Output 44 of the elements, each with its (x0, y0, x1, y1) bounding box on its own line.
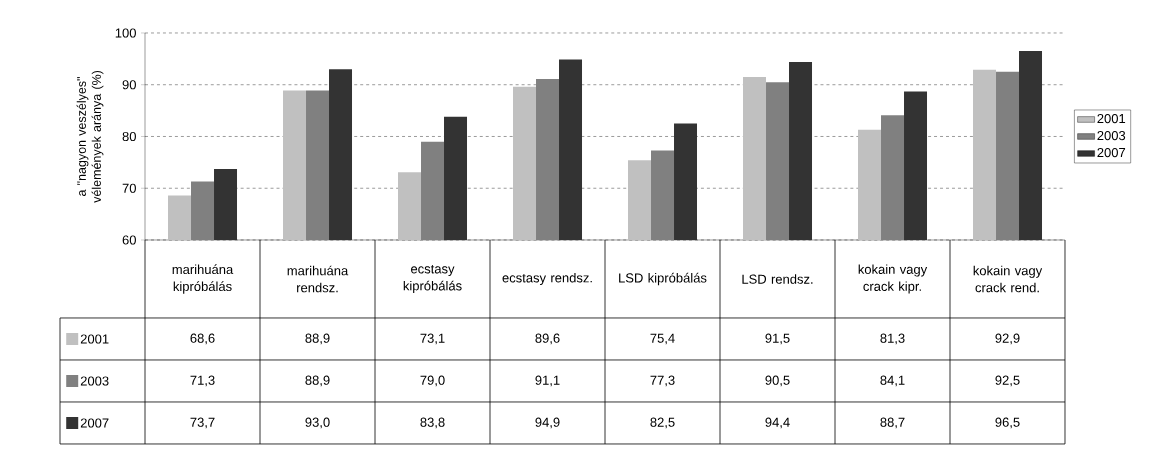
data-label: 94,4 (765, 417, 790, 429)
data-label: 83,8 (420, 417, 445, 429)
data-label: 91,5 (765, 333, 790, 345)
data-label: 82,5 (650, 417, 675, 429)
y-tick-label: 90 (122, 80, 136, 90)
data-label: 88,7 (880, 417, 905, 429)
text: 2001 (80, 334, 109, 344)
data-label: 77,3 (650, 375, 675, 387)
x-tick-label: ecstasy kipróbálás (403, 264, 462, 294)
x-tick-label: kokain vagy crack rend. (973, 265, 1043, 293)
data-label: 96,5 (995, 417, 1020, 429)
legend-label: 2007 (1097, 147, 1126, 158)
x-tick-label: LSD rendsz. (742, 274, 813, 284)
x-tick-label: marihuána rendsz. (287, 265, 349, 293)
legend-label: 2003 (1097, 130, 1126, 141)
text: 2007 (80, 418, 109, 428)
data-label: 91,1 (535, 375, 560, 387)
data-label: 71,3 (190, 375, 215, 387)
y-axis-title: a "nagyon veszélyes" vélemények aránya (%) (76, 70, 104, 203)
y-tick-label: 70 (122, 183, 136, 193)
data-label: 92,5 (995, 375, 1020, 387)
y-tick-label: 60 (122, 235, 136, 245)
data-label: 88,9 (305, 375, 330, 387)
data-label: 84,1 (880, 375, 905, 387)
data-label: 81,3 (880, 333, 905, 345)
data-label: 73,1 (420, 333, 445, 345)
data-label: 90,5 (765, 375, 790, 387)
data-label: 89,6 (535, 333, 560, 345)
data-label: 92,9 (995, 333, 1020, 345)
text: 2003 (80, 376, 109, 386)
data-label: 88,9 (305, 333, 330, 345)
legend-label: 2001 (1097, 113, 1126, 124)
data-label: 79,0 (420, 375, 445, 387)
y-tick-label: 80 (122, 131, 136, 142)
data-label: 68,6 (190, 333, 215, 345)
data-label: 75,4 (650, 333, 675, 345)
y-tick-label: 100 (115, 28, 136, 38)
data-label: 73,7 (190, 417, 215, 429)
x-tick-label: ecstasy rendsz. (502, 272, 592, 286)
data-label: 93,0 (305, 417, 330, 429)
x-tick-label: LSD kipróbálás (619, 272, 707, 286)
x-tick-label: marihuána kipróbálás (172, 264, 234, 294)
x-tick-label: kokain vagy crack kipr. (858, 264, 928, 294)
data-label: 94,9 (535, 417, 560, 429)
